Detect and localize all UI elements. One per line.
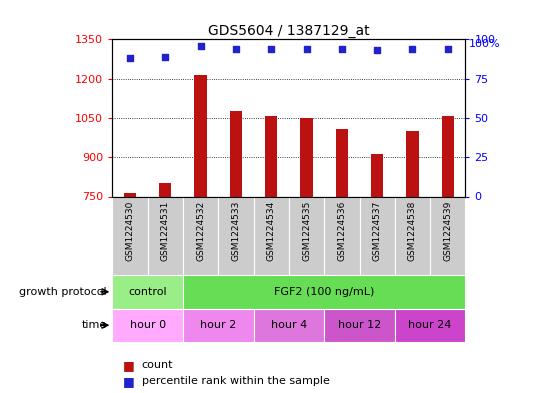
Text: GSM1224536: GSM1224536	[338, 200, 346, 261]
Point	[196, 42, 205, 49]
Point	[408, 46, 417, 52]
Bar	[430, 196, 465, 275]
Bar	[112, 309, 183, 342]
Text: GSM1224532: GSM1224532	[196, 200, 205, 261]
Text: GSM1224539: GSM1224539	[444, 200, 452, 261]
Point	[302, 46, 311, 52]
Bar	[254, 309, 324, 342]
Text: GSM1224537: GSM1224537	[373, 200, 381, 261]
Bar	[360, 196, 395, 275]
Bar	[183, 275, 465, 309]
Text: percentile rank within the sample: percentile rank within the sample	[142, 376, 330, 386]
Text: hour 0: hour 0	[129, 320, 166, 330]
Text: GSM1224534: GSM1224534	[267, 200, 276, 261]
Bar	[112, 275, 183, 309]
Bar	[159, 184, 172, 196]
Bar	[183, 196, 218, 275]
Text: hour 24: hour 24	[408, 320, 452, 330]
Bar	[265, 116, 278, 196]
Bar	[371, 154, 384, 196]
Bar	[218, 196, 254, 275]
Bar	[254, 196, 289, 275]
Point	[444, 46, 452, 52]
Bar	[335, 129, 348, 196]
Bar	[112, 196, 148, 275]
Text: GSM1224535: GSM1224535	[302, 200, 311, 261]
Text: control: control	[128, 287, 167, 297]
Text: growth protocol: growth protocol	[19, 287, 107, 297]
Text: GSM1224533: GSM1224533	[232, 200, 240, 261]
Bar	[395, 309, 465, 342]
Text: hour 12: hour 12	[338, 320, 381, 330]
Point	[232, 46, 240, 52]
Bar	[441, 116, 454, 196]
Bar	[194, 75, 207, 196]
Bar	[183, 309, 254, 342]
Point	[126, 55, 134, 61]
Point	[373, 47, 381, 53]
Point	[161, 53, 170, 60]
Bar	[230, 110, 242, 196]
Point	[338, 46, 346, 52]
Text: time: time	[82, 320, 107, 330]
Text: FGF2 (100 ng/mL): FGF2 (100 ng/mL)	[274, 287, 374, 297]
Bar	[300, 118, 313, 196]
Bar	[324, 196, 360, 275]
Bar	[289, 196, 324, 275]
Bar	[124, 193, 136, 196]
Bar	[395, 196, 430, 275]
Text: GSM1224531: GSM1224531	[161, 200, 170, 261]
Bar	[406, 131, 419, 196]
Title: GDS5604 / 1387129_at: GDS5604 / 1387129_at	[208, 24, 370, 38]
Text: hour 2: hour 2	[200, 320, 236, 330]
Text: GSM1224538: GSM1224538	[408, 200, 417, 261]
Text: ■: ■	[123, 375, 135, 388]
Point	[267, 46, 276, 52]
Text: 100%: 100%	[469, 39, 501, 49]
Bar	[148, 196, 183, 275]
Text: ■: ■	[123, 359, 135, 372]
Bar	[324, 309, 395, 342]
Text: hour 4: hour 4	[271, 320, 307, 330]
Text: count: count	[142, 360, 173, 371]
Text: GSM1224530: GSM1224530	[126, 200, 134, 261]
